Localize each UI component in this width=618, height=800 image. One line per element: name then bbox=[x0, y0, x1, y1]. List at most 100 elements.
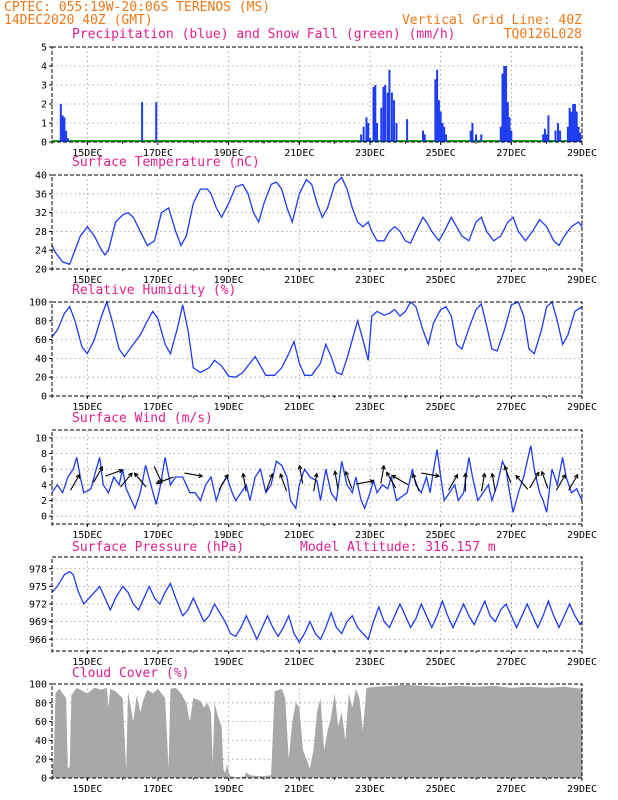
y-tick-label: 2 bbox=[41, 100, 47, 111]
y-tick-label: 20 bbox=[35, 265, 47, 276]
x-tick-label: 17DEC bbox=[143, 784, 173, 795]
precip-bar bbox=[63, 117, 66, 142]
precip-bar bbox=[508, 117, 511, 142]
y-tick-label: 100 bbox=[29, 680, 47, 691]
wind-vector bbox=[105, 469, 123, 477]
x-tick-label: 25DEC bbox=[426, 530, 456, 541]
pressure-altitude: Model Altitude: 316.157 m bbox=[300, 540, 496, 555]
wind-vector-head bbox=[158, 478, 163, 484]
precip-bar bbox=[559, 130, 562, 142]
precip-bar bbox=[376, 123, 379, 142]
precip-bar bbox=[380, 107, 383, 142]
x-tick-label: 19DEC bbox=[214, 530, 244, 541]
wind-vector-head bbox=[490, 472, 496, 478]
wind-vector bbox=[421, 472, 440, 477]
precip-bar bbox=[543, 128, 546, 142]
cloud-panel: 15DEC 17DEC 19DEC 21DEC 23DEC 25DEC 27DEC 29DEC… bbox=[29, 680, 597, 796]
x-tick-label: 23DEC bbox=[355, 402, 385, 413]
wind-vector bbox=[334, 471, 339, 490]
wind-panel: 15DEC 17DEC 19DEC 21DEC 23DEC 25DEC 27DEC 29DEC… bbox=[35, 429, 597, 541]
precip-bar bbox=[360, 134, 363, 142]
precip-bar bbox=[362, 126, 365, 142]
x-tick-label: 15DEC bbox=[72, 148, 102, 159]
y-tick-label: 40 bbox=[35, 736, 47, 747]
wind-vector bbox=[265, 473, 273, 492]
precip-bar bbox=[575, 111, 578, 142]
wind-vector bbox=[448, 474, 459, 491]
x-tick-label: 19DEC bbox=[214, 402, 244, 413]
precip-bar bbox=[573, 104, 576, 142]
precip-bar bbox=[469, 130, 472, 142]
precip-bar bbox=[386, 92, 389, 142]
wind-vector-head bbox=[75, 473, 81, 479]
cloud-title: Cloud Cover (%) bbox=[72, 666, 189, 681]
y-tick-label: 0 bbox=[41, 138, 47, 149]
y-tick-label: 20 bbox=[35, 755, 47, 766]
y-tick-label: 28 bbox=[35, 227, 47, 238]
y-tick-label: 3 bbox=[41, 81, 47, 92]
temp-title: Surface Temperature (nC) bbox=[72, 155, 260, 170]
wind-vector-head bbox=[224, 473, 229, 479]
pressure-title: Surface Pressure (hPa) bbox=[72, 540, 244, 555]
panel-frame bbox=[51, 429, 583, 525]
x-tick-label: 29DEC bbox=[567, 275, 597, 286]
wind-vector bbox=[279, 473, 288, 492]
precip-bar bbox=[423, 134, 426, 142]
precip-bar bbox=[369, 138, 371, 142]
header-model: TQ0126L028 bbox=[504, 27, 582, 42]
temp-line bbox=[51, 176, 583, 266]
precip-bar bbox=[501, 73, 504, 142]
precip-bar bbox=[475, 134, 477, 142]
cloud-area bbox=[52, 684, 582, 778]
wind-vector-head bbox=[515, 474, 521, 480]
wind-vector bbox=[491, 473, 496, 492]
wind-title: Surface Wind (m/s) bbox=[72, 411, 213, 426]
panel-frame bbox=[51, 46, 583, 143]
y-tick-label: 24 bbox=[35, 246, 47, 257]
x-tick-label: 21DEC bbox=[284, 530, 314, 541]
x-tick-label: 29DEC bbox=[567, 657, 597, 668]
wind-vector-head bbox=[269, 472, 274, 479]
wind-vector bbox=[380, 465, 385, 484]
y-tick-label: 32 bbox=[35, 208, 47, 219]
x-tick-label: 27DEC bbox=[496, 657, 526, 668]
wind-vector-head bbox=[297, 464, 303, 470]
x-tick-label: 23DEC bbox=[355, 530, 385, 541]
x-tick-label: 17DEC bbox=[143, 530, 173, 541]
x-tick-label: 17DEC bbox=[143, 657, 173, 668]
panel-frame bbox=[51, 683, 583, 779]
panel-frame bbox=[51, 556, 583, 652]
precip-bar bbox=[579, 132, 582, 142]
precip-bar bbox=[443, 126, 446, 142]
wind-vector-head bbox=[98, 465, 104, 471]
precip-bar bbox=[141, 102, 144, 142]
y-tick-label: 60 bbox=[35, 717, 47, 728]
precip-bar bbox=[66, 138, 69, 142]
wind-vector-head bbox=[561, 473, 566, 479]
x-tick-label: 17DEC bbox=[143, 275, 173, 286]
x-tick-label: 19DEC bbox=[214, 784, 244, 795]
y-tick-label: 80 bbox=[35, 698, 47, 709]
precip-bar bbox=[367, 123, 370, 142]
precip-bar bbox=[436, 69, 439, 142]
wind-vector bbox=[345, 471, 353, 489]
wind-vector bbox=[541, 471, 549, 489]
wind-vector bbox=[515, 475, 529, 490]
wind-vector-head bbox=[133, 472, 139, 478]
precip-bar bbox=[505, 66, 508, 142]
x-tick-label: 27DEC bbox=[496, 402, 526, 413]
wind-vector bbox=[391, 475, 409, 486]
precip-bar bbox=[480, 134, 483, 142]
x-tick-label: 25DEC bbox=[426, 402, 456, 413]
precip-bar bbox=[499, 126, 502, 142]
y-tick-label: 1 bbox=[41, 119, 47, 130]
precip-bar bbox=[65, 130, 68, 142]
wind-vector-head bbox=[462, 472, 468, 478]
y-tick-label: 0 bbox=[41, 774, 47, 785]
x-tick-label: 21DEC bbox=[284, 784, 314, 795]
wind-vector-head bbox=[344, 470, 350, 476]
precip-bar bbox=[395, 123, 398, 142]
x-tick-label: 25DEC bbox=[426, 275, 456, 286]
wind-vector-head bbox=[118, 468, 124, 474]
